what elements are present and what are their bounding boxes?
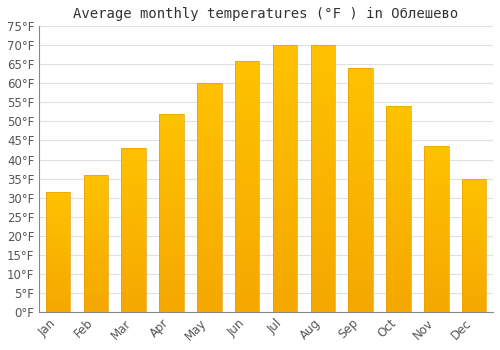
Title: Average monthly temperatures (°F ) in Облешево: Average monthly temperatures (°F ) in Об… — [74, 7, 458, 21]
